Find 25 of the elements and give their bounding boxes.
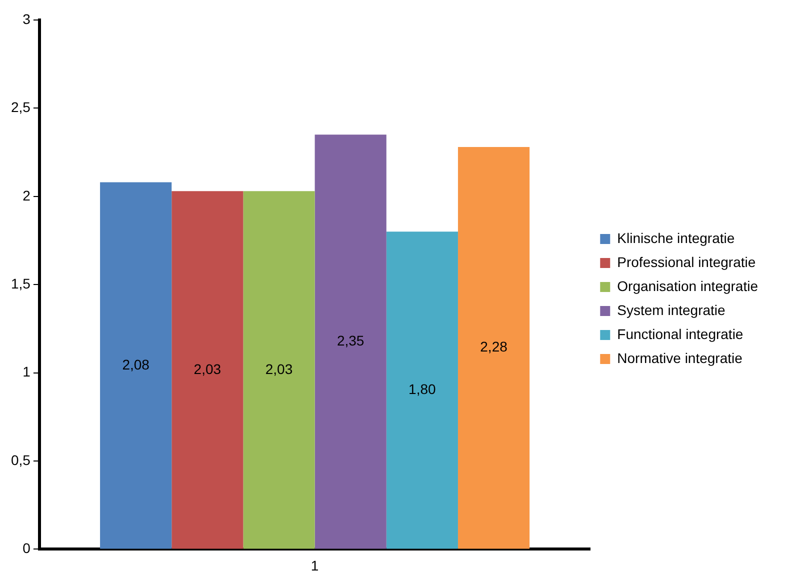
y-tick-label: 3 [22, 10, 31, 27]
bar [243, 191, 315, 549]
data-label: 2,03 [265, 360, 293, 377]
y-tick-label: 2,5 [10, 99, 31, 116]
legend-label: Organisation integratie [617, 278, 758, 294]
y-tick-label: 2 [22, 187, 31, 204]
y-tick-label: 1 [22, 364, 31, 380]
bar [172, 191, 244, 549]
bar [386, 232, 458, 549]
bar [314, 134, 386, 549]
legend-label: Professional integratie [617, 254, 756, 270]
legend-label: Normative integratie [617, 350, 743, 366]
data-label: 2,08 [122, 356, 150, 372]
legend-label: Functional integratie [617, 326, 744, 342]
data-label: 1,80 [408, 381, 436, 398]
legend-label: System integratie [617, 302, 726, 318]
data-label: 2,03 [194, 360, 222, 377]
legend-label: Klinische integratie [617, 230, 735, 246]
bar [100, 182, 172, 549]
y-tick-label: 0,5 [10, 452, 31, 468]
data-label: 2,35 [336, 332, 364, 349]
data-label: 2,28 [480, 338, 508, 355]
bar [458, 147, 530, 549]
y-tick-label: 1,5 [10, 275, 31, 292]
y-tick-label: 0 [22, 540, 31, 556]
